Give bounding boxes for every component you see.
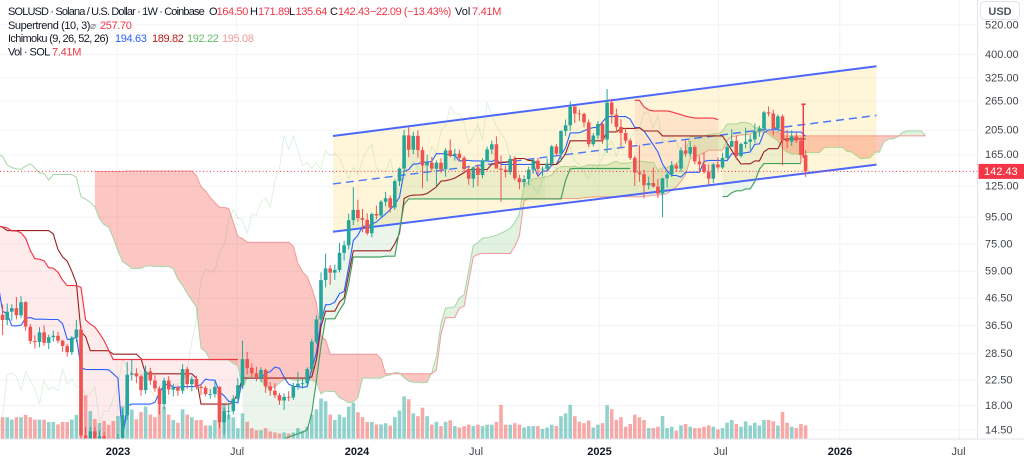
svg-text:⌀: ⌀ bbox=[90, 21, 96, 32]
svg-text:2025: 2025 bbox=[587, 446, 611, 458]
svg-text:46.50: 46.50 bbox=[985, 293, 1013, 305]
svg-text:Jul: Jul bbox=[230, 446, 244, 458]
svg-text:22.50: 22.50 bbox=[985, 375, 1013, 387]
svg-text:−22.09 (−13.43%): −22.09 (−13.43%) bbox=[370, 6, 451, 18]
svg-text:14.50: 14.50 bbox=[985, 424, 1013, 436]
svg-text:Supertrend (10, 3): Supertrend (10, 3) bbox=[8, 20, 90, 32]
svg-text:7.41M: 7.41M bbox=[52, 47, 81, 59]
svg-text:194.63: 194.63 bbox=[115, 33, 147, 45]
svg-text:L: L bbox=[289, 6, 295, 18]
svg-text:2026: 2026 bbox=[828, 446, 852, 458]
svg-text:C: C bbox=[330, 6, 338, 18]
svg-text:135.64: 135.64 bbox=[296, 6, 328, 18]
svg-text:265.00: 265.00 bbox=[985, 96, 1019, 108]
svg-text:2024: 2024 bbox=[345, 446, 370, 458]
svg-text:195.08: 195.08 bbox=[222, 33, 254, 45]
svg-text:205.00: 205.00 bbox=[985, 125, 1019, 137]
svg-text:Ichimoku (9, 26, 52, 26): Ichimoku (9, 26, 52, 26) bbox=[8, 33, 108, 45]
svg-text:O: O bbox=[209, 6, 218, 18]
svg-text:Jul: Jul bbox=[951, 446, 965, 458]
svg-text:H: H bbox=[250, 6, 258, 18]
svg-text:USD: USD bbox=[988, 6, 1011, 18]
svg-text:142.43: 142.43 bbox=[984, 166, 1018, 178]
svg-text:325.00: 325.00 bbox=[985, 73, 1019, 85]
svg-text:2023: 2023 bbox=[106, 446, 130, 458]
svg-text:125.00: 125.00 bbox=[985, 181, 1019, 193]
svg-text:Jul: Jul bbox=[713, 446, 727, 458]
svg-text:18.00: 18.00 bbox=[985, 400, 1013, 412]
svg-text:36.50: 36.50 bbox=[985, 320, 1013, 332]
svg-text:165.00: 165.00 bbox=[985, 149, 1019, 161]
svg-text:164.50: 164.50 bbox=[217, 6, 249, 18]
svg-text:Vol: Vol bbox=[455, 6, 470, 18]
svg-text:171.89: 171.89 bbox=[258, 6, 290, 18]
svg-text:28.50: 28.50 bbox=[985, 348, 1013, 360]
svg-text:Vol · SOL: Vol · SOL bbox=[8, 47, 50, 59]
svg-text:192.22: 192.22 bbox=[187, 33, 219, 45]
svg-text:400.00: 400.00 bbox=[985, 49, 1019, 61]
svg-text:75.00: 75.00 bbox=[985, 238, 1013, 250]
svg-text:Jul: Jul bbox=[469, 446, 483, 458]
svg-text:257.70: 257.70 bbox=[100, 20, 132, 32]
svg-text:SOLUSD · Solana / U.S. Dollar: SOLUSD · Solana / U.S. Dollar · 1W · Coi… bbox=[8, 6, 205, 18]
svg-text:520.00: 520.00 bbox=[985, 19, 1019, 31]
svg-text:142.43: 142.43 bbox=[338, 6, 370, 18]
svg-text:7.41M: 7.41M bbox=[472, 6, 501, 18]
svg-text:189.82: 189.82 bbox=[152, 33, 184, 45]
svg-text:95.00: 95.00 bbox=[985, 212, 1013, 224]
svg-text:59.00: 59.00 bbox=[985, 266, 1013, 278]
